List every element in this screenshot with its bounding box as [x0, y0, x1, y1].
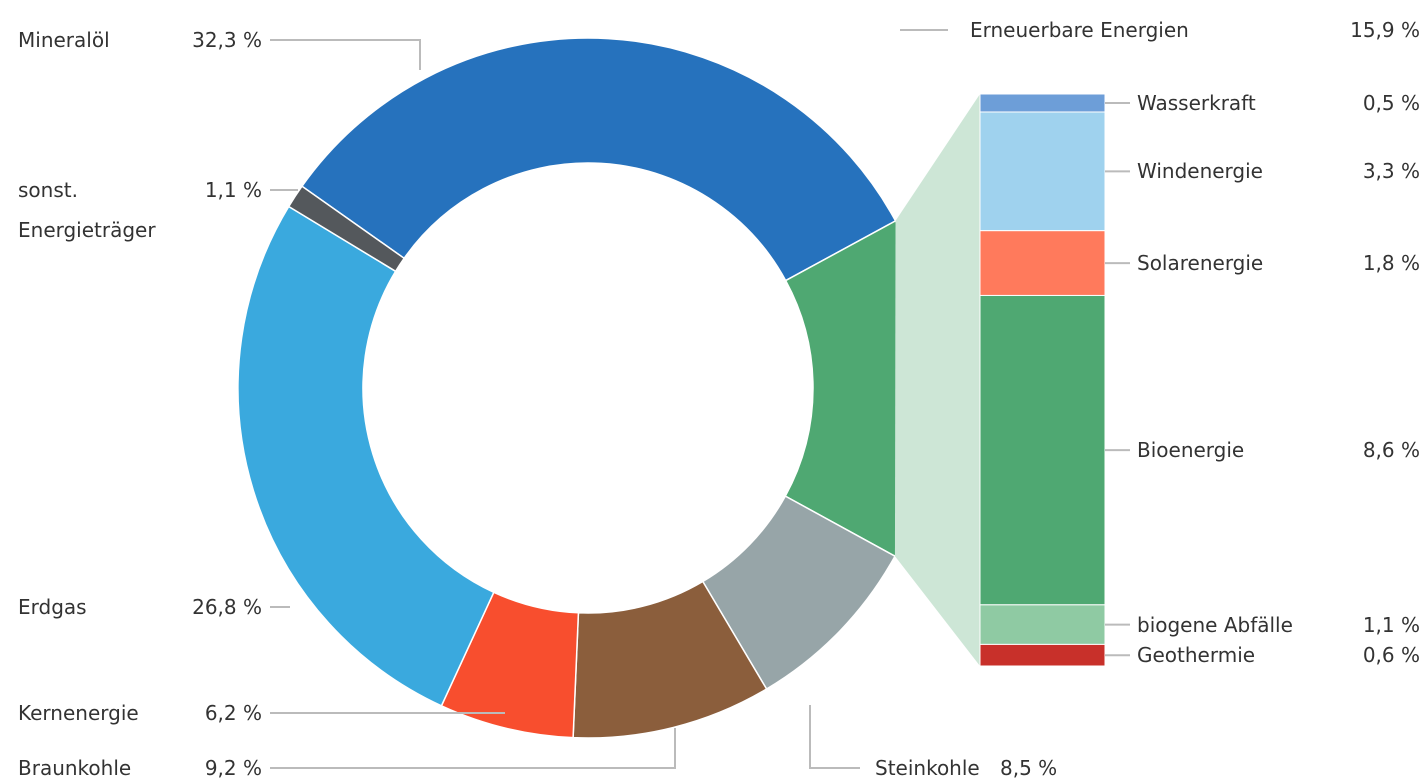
breakdown-value: 8,6 % [1362, 438, 1420, 463]
leader-line [809, 705, 860, 769]
value-label: 15,9 % [1350, 18, 1420, 42]
breakdown-value: 1,8 % [1362, 251, 1420, 276]
value-label: 1,1 % [204, 178, 262, 202]
donut-segment [287, 185, 406, 273]
breakdown-label: Solarenergie [1137, 251, 1264, 276]
leader-line [270, 728, 676, 769]
leader-line [270, 39, 421, 70]
breakdown-label: biogene Abfälle [1137, 612, 1293, 637]
bar-segment [979, 230, 1106, 296]
connector [894, 94, 980, 666]
value-label: 9,2 % [204, 756, 262, 780]
breakdown-value: 0,6 % [1362, 643, 1420, 668]
category-label: Mineralöl [18, 28, 110, 52]
category-label: Erneuerbare Energien [970, 18, 1189, 42]
breakdown-value: 0,5 % [1362, 90, 1420, 115]
bar-segment [979, 604, 1106, 645]
category-label: sonst. Energieträger [18, 178, 156, 242]
bar-segment [979, 294, 1106, 606]
category-label: Braunkohle [18, 756, 132, 780]
value-label: 26,8 % [192, 595, 262, 619]
donut-segment [237, 205, 495, 707]
breakdown-value: 3,3 % [1362, 159, 1420, 184]
donut-segment [300, 37, 897, 282]
breakdown-label: Wasserkraft [1137, 90, 1256, 115]
bar-segment [979, 111, 1106, 232]
breakdown-label: Bioenergie [1137, 438, 1245, 463]
category-label: Erdgas [18, 595, 87, 619]
breakdown-label: Geothermie [1137, 643, 1256, 668]
breakdown-label: Windenergie [1137, 159, 1263, 184]
category-label: Steinkohle [875, 756, 980, 780]
bar-segment [979, 93, 1106, 113]
bar-segment [979, 643, 1106, 667]
value-label: 32,3 % [192, 28, 262, 52]
breakdown-value: 1,1 % [1362, 612, 1420, 637]
value-label: 8,5 % [1000, 756, 1058, 780]
category-label: Kernenergie [18, 701, 139, 725]
value-label: 6,2 % [204, 701, 262, 725]
